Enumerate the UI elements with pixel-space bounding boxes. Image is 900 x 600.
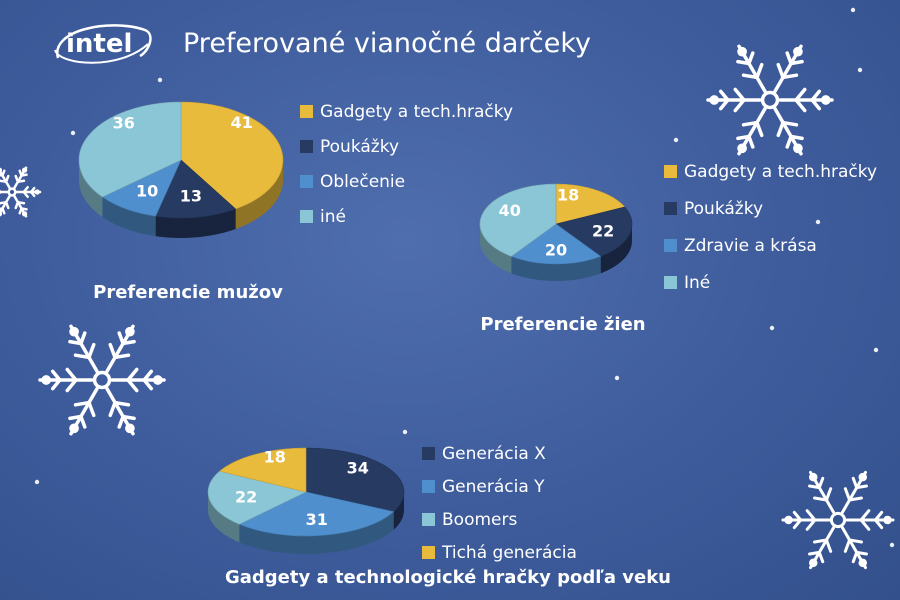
snowflake-icon <box>0 166 42 218</box>
pie-chart-3: 34 31 22 18 Generácia X Generácia Y Boomers Tic… <box>207 444 671 588</box>
page-title: Preferované vianočné darčeky <box>183 28 591 59</box>
legend-swatch <box>664 165 677 178</box>
data-label: 10 <box>136 181 158 200</box>
legend-entry: Poukážky <box>684 199 763 219</box>
legend-entry: Poukážky <box>320 137 399 157</box>
data-label: 31 <box>306 510 328 529</box>
sparkle-icon <box>769 325 775 331</box>
legend-swatch <box>300 175 313 188</box>
data-label: 34 <box>347 459 369 478</box>
legend-entry: Zdravie a krása <box>684 236 817 256</box>
sparkle-icon <box>850 7 856 13</box>
pie-sides <box>79 160 283 238</box>
data-label: 13 <box>180 187 202 206</box>
legend-entry: Gadgety a tech.hračky <box>684 162 877 182</box>
legend-swatch <box>664 202 677 215</box>
legend: Gadgety a tech.hračky Poukážky Oblečenie in… <box>300 102 513 227</box>
legend-swatch <box>300 105 313 118</box>
legend-swatch <box>422 513 435 526</box>
pie-slice <box>78 101 182 198</box>
pie-slice-side <box>393 492 404 530</box>
legend-swatch <box>300 210 313 223</box>
sparkle-icon <box>889 542 895 548</box>
chart-title: Preferencie žien <box>480 314 645 335</box>
data-label: 18 <box>264 448 286 467</box>
legend-entry: iné <box>320 207 346 227</box>
legend-entry: Oblečenie <box>320 172 405 192</box>
background-decoration <box>0 7 895 570</box>
legend-swatch <box>422 546 435 559</box>
charts: 41 13 10 36 Gadgety a tech.hračky Poukážky Obl… <box>78 101 877 588</box>
sparkle-icon <box>402 429 408 435</box>
chart-title: Gadgety a technologické hračky podľa vek… <box>225 567 671 588</box>
pie-slice-side <box>79 160 103 217</box>
legend-entry: Boomers <box>442 510 517 530</box>
sparkle-icon <box>857 67 863 73</box>
logo-swoosh <box>56 24 152 59</box>
pie-slice-side <box>155 208 236 238</box>
logo-text: intel <box>66 29 132 59</box>
legend-entry: Generácia Y <box>442 477 545 497</box>
legend: Generácia X Generácia Y Boomers Tichá gener… <box>422 444 577 563</box>
legend-swatch <box>664 276 677 289</box>
intel-logo: intel <box>54 24 152 64</box>
pie-slice-side <box>208 492 240 543</box>
pie-chart-2: 18 22 20 40 Gadgety a tech.hračky Poukážky Zdr… <box>479 162 877 335</box>
sparkle-icon <box>815 219 821 225</box>
legend-swatch <box>422 480 435 493</box>
sparkle-icon <box>673 137 679 143</box>
pie-slice <box>479 183 557 257</box>
logo-swoosh-lower <box>54 43 149 64</box>
data-label: 18 <box>557 185 579 204</box>
pie-slice <box>510 223 602 265</box>
data-label: 22 <box>235 488 257 507</box>
chart-title: Preferencie mužov <box>93 282 283 303</box>
pie-sides <box>208 492 404 554</box>
snowflake-icon <box>781 470 895 570</box>
pie-slice <box>207 470 307 525</box>
pie-slice-side <box>235 160 283 229</box>
pie-slice <box>305 447 405 513</box>
pie-slice-side <box>239 511 394 554</box>
pie-slice <box>219 447 307 493</box>
data-label: 22 <box>592 221 614 240</box>
sparkle-icon <box>873 347 879 353</box>
data-label: 20 <box>545 241 567 260</box>
sparkle-icon <box>157 77 163 83</box>
pie-slice <box>238 491 395 537</box>
data-label: 41 <box>231 113 253 132</box>
pie-slice <box>555 183 626 225</box>
data-label: 36 <box>113 114 135 133</box>
pie-slice <box>155 159 237 219</box>
pie-slice <box>555 206 633 257</box>
legend-entry: Gadgety a tech.hračky <box>320 102 513 122</box>
pie-slice <box>180 101 284 210</box>
pie-chart-1: 41 13 10 36 Gadgety a tech.hračky Poukážky Obl… <box>78 101 513 303</box>
legend-swatch <box>422 447 435 460</box>
legend-entry: Iné <box>684 273 710 293</box>
sparkle-icon <box>34 479 40 485</box>
data-label: 40 <box>499 201 521 220</box>
legend-swatch <box>664 239 677 252</box>
legend: Gadgety a tech.hračky Poukážky Zdravie a k… <box>664 162 877 293</box>
pie-slice-side <box>102 196 156 237</box>
sparkle-icon <box>614 375 620 381</box>
legend-entry: Generácia X <box>442 444 546 464</box>
legend-entry: Tichá generácia <box>441 543 577 563</box>
legend-swatch <box>300 140 313 153</box>
snowflake-icon <box>38 324 166 436</box>
sparkle-icon <box>70 130 76 136</box>
snowflake-icon <box>706 44 834 156</box>
